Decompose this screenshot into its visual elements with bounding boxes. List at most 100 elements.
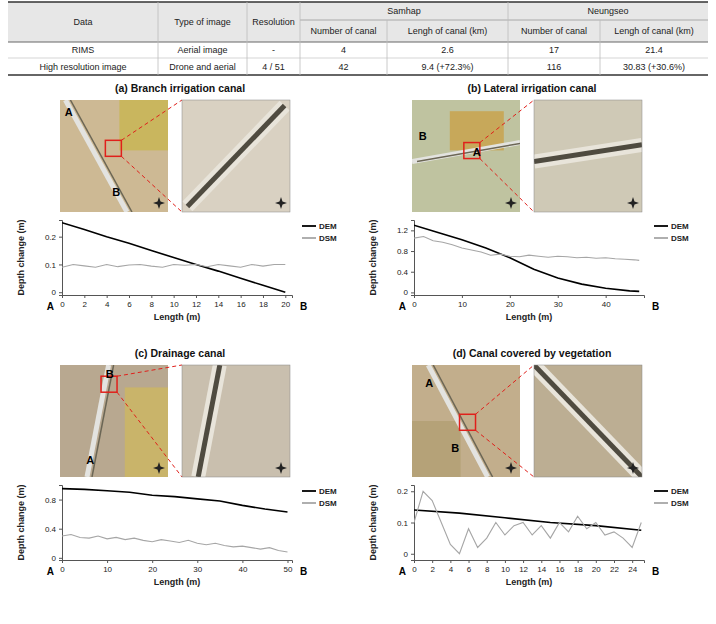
y-tick-label: 0.8 [45,496,57,505]
x-tick-mark [218,295,219,298]
series-line [414,237,639,261]
zoom-image [182,365,290,477]
plot-lines [62,489,287,552]
y-tick-mark [411,230,414,231]
x-tick: 22 [610,560,619,574]
profile-start-label: A [399,301,406,312]
y-axis-title: Depth change (m) [368,219,378,295]
canal-channel [534,365,642,477]
series-line [62,264,285,267]
y-tick-label: 0 [52,554,57,563]
north-arrow [505,197,517,209]
x-tick: 16 [237,295,246,309]
x-tick-label: 40 [602,300,611,309]
x-tick-label: 8 [485,565,490,574]
y-tick: 1.2 [397,226,414,235]
profile-start-label: A [47,301,54,312]
x-tick: 0 [412,560,417,574]
image-point-label: B [106,368,114,380]
y-axis-line [59,221,63,296]
image-ground [182,100,290,212]
panel: (c) Drainage canalAB0102030405000.40.8Le… [16,347,337,587]
x-tick-label: 30 [554,300,563,309]
x-tick: 20 [506,295,515,309]
y-tick-mark [411,292,414,293]
image-point-label: A [65,106,73,118]
image-frame [182,100,290,212]
table-rule [8,1,708,3]
y-tick: 0.8 [45,496,62,505]
x-tick-mark [523,560,524,563]
y-tick-mark [59,529,62,530]
table-cell: 42 [338,62,348,72]
north-arrow [153,197,165,209]
table-header: Samhap [387,6,421,16]
x-tick-label: 12 [519,565,528,574]
y-tick-label: 0 [52,288,57,297]
x-tick: 40 [238,560,247,574]
table-cell: - [272,45,275,55]
legend-label: DEM [671,487,689,496]
x-tick-mark [432,560,433,563]
x-tick-mark [559,560,560,563]
series-line [62,489,287,512]
zoom-leader [121,100,182,140]
x-tick-label: 12 [192,300,201,309]
x-tick-label: 6 [127,300,132,309]
table-header-bg [8,2,708,42]
overview-image [412,365,520,477]
image-point-label: B [419,130,427,142]
x-axis: 024681012141618202224 [412,560,644,574]
image-frame [182,365,290,477]
table-cell: 17 [549,45,559,55]
zoom-leader [480,159,534,212]
x-tick-mark [578,560,579,563]
x-tick-mark [151,295,152,298]
x-tick-label: 0 [412,565,417,574]
profile-start-label: A [399,566,406,577]
profile-end-label: B [300,566,307,577]
image-frame [534,365,642,477]
table-rule [8,42,708,43]
x-tick-mark [129,295,130,298]
field-patch [125,387,168,477]
x-tick-label: 8 [150,300,155,309]
canal-bank [534,145,642,162]
x-tick: 12 [519,560,528,574]
x-tick-mark [505,560,506,563]
x-tick: 30 [193,560,202,574]
table-separator [247,2,248,75]
x-tick: 30 [554,295,563,309]
table-subheader: Number of canal [310,26,376,36]
table-rule [8,58,708,59]
x-tick-mark [107,560,108,563]
x-tick: 14 [214,295,223,309]
x-tick-mark [558,295,559,298]
legend-swatch [654,225,668,227]
y-tick-mark [59,292,62,293]
x-axis-line [63,296,293,299]
legend-label: DSM [319,234,337,243]
y-axis-line [59,486,63,561]
x-tick-label: 10 [458,300,467,309]
panel-title: (c) Drainage canal [135,347,226,359]
x-tick: 40 [602,295,611,309]
canal [433,365,492,477]
table-cell: 2.6 [441,45,454,55]
y-tick-mark [411,554,414,555]
x-axis-line [63,561,293,564]
series-line [414,510,641,530]
y-axis: 00.40.81.2 [397,221,415,298]
x-tick-label: 50 [284,565,293,574]
legend-swatch [302,502,316,504]
x-axis-title: Length (m) [154,312,201,322]
x-tick-label: 0 [60,300,65,309]
table: DataType of imageResolutionSamhapNeungse… [8,2,708,75]
zoom-leader [476,365,534,414]
zoom-image [182,100,290,212]
y-tick-label: 0.2 [45,233,57,242]
x-tick-label: 0 [412,300,417,309]
y-tick-label: 0 [404,550,409,559]
x-axis-line [415,296,645,299]
legend-label: DSM [671,234,689,243]
